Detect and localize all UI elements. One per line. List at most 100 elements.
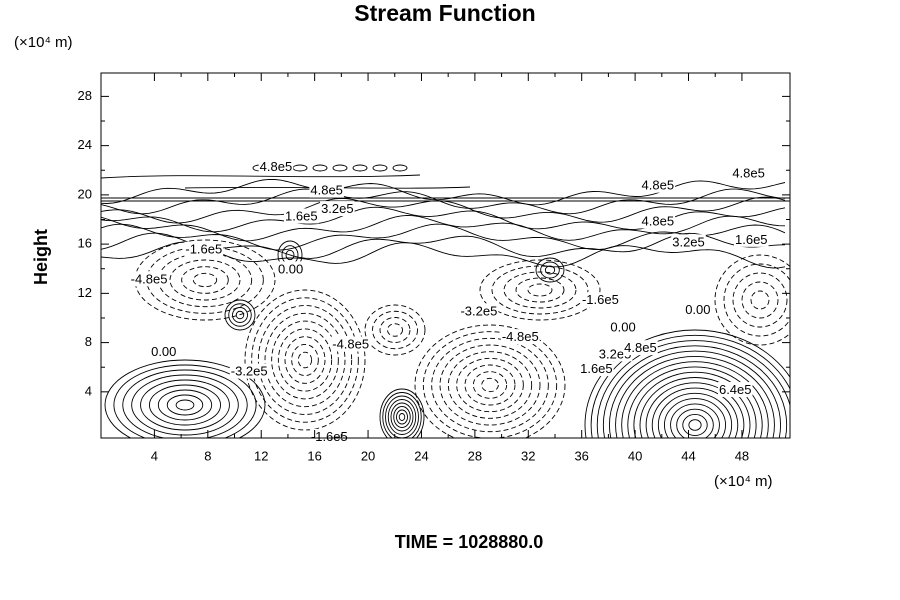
contour-line: [491, 265, 589, 315]
contour-label: 3.2e5: [321, 201, 354, 216]
y-tick-label: 28: [78, 88, 92, 103]
x-tick-label: 28: [468, 448, 482, 463]
contour-label-bg: [309, 182, 344, 198]
contour-line: [392, 164, 408, 172]
contour-line: [379, 388, 425, 438]
contour-line: [515, 277, 565, 303]
contour-line: [596, 340, 790, 438]
contour-label: 1.6e5: [580, 361, 613, 376]
contour-label-bg: [500, 329, 540, 345]
contour-line: [621, 361, 769, 438]
contour-line: [540, 261, 560, 279]
y-tick-label: 24: [78, 137, 92, 152]
contour-line: [615, 355, 775, 438]
contour-line: [472, 371, 508, 399]
contour-label-bg: [309, 428, 349, 444]
contour-line: [481, 377, 499, 393]
x-tick-label: 36: [574, 448, 588, 463]
contour-line: [639, 377, 751, 438]
contour-line: [297, 351, 313, 369]
contour-line: [627, 366, 763, 438]
contour-line: [390, 402, 414, 432]
contour-label-bg: [640, 177, 676, 193]
contour-label: 4.8e5: [732, 165, 765, 180]
contour-line: [447, 351, 533, 419]
contour-label-bg: [184, 241, 224, 257]
contour-label: 0.00: [278, 261, 303, 276]
contour-line: [670, 403, 720, 438]
contour-line: [101, 223, 786, 251]
contour-line: [590, 334, 790, 438]
plot-frame: [100, 72, 791, 439]
contour-label-bg: [459, 303, 499, 319]
contour-line: [104, 359, 266, 438]
contour-label: 0.00: [610, 319, 635, 334]
contour-label: -1.6e5: [582, 292, 619, 307]
contour-line: [527, 283, 553, 297]
contour-line: [657, 392, 733, 438]
contour-line: [157, 389, 213, 421]
contour-label: -3.2e5: [231, 364, 268, 379]
contour-label: -4.8e5: [131, 271, 168, 286]
contour-line: [396, 409, 408, 425]
contour-line: [352, 164, 368, 172]
contour-label: 3.2e5: [672, 234, 705, 249]
contour-line: [431, 337, 549, 433]
contour-line: [535, 257, 565, 283]
contour-line: [140, 379, 230, 431]
x-tick-label: 44: [681, 448, 695, 463]
contour-label: 4.8e5: [624, 340, 657, 355]
contour-label: -1.6e5: [311, 429, 348, 444]
contour-label-bg: [331, 336, 371, 352]
contour-line: [651, 387, 739, 438]
contour-line: [456, 357, 524, 413]
contour-line: [633, 371, 757, 438]
footer: TIME = 1028880.0: [395, 532, 544, 552]
contour-line: [439, 344, 541, 426]
contour-label-bg: [609, 319, 637, 335]
contour-line: [387, 323, 403, 337]
contour-line: [372, 164, 388, 172]
contour-label-bg: [276, 261, 305, 277]
contour-line: [732, 272, 788, 328]
contour-label-bg: [129, 271, 169, 287]
contour-line: [122, 369, 248, 438]
contour-label-bg: [623, 340, 658, 356]
contour-label-bg: [229, 363, 269, 379]
contour-line: [544, 265, 556, 275]
contour-line: [382, 392, 422, 438]
contour-label-bg: [580, 292, 620, 308]
contour-line: [664, 398, 726, 438]
contour-line: [503, 271, 577, 309]
contour-label-bg: [717, 382, 753, 398]
contour-label: 1.6e5: [735, 232, 768, 247]
contour-line: [235, 310, 245, 320]
contour-label: 1.6e5: [285, 208, 318, 223]
contour-line: [750, 290, 770, 310]
x-tick-label: 8: [204, 448, 211, 463]
contour-label-bg: [731, 165, 766, 181]
contour-line: [134, 239, 276, 321]
contour-label-bg: [671, 234, 706, 250]
contour-label: 0.00: [685, 302, 710, 317]
contour-line: [609, 350, 781, 438]
contour-label: -3.2e5: [460, 303, 497, 318]
contour-line: [688, 419, 702, 431]
x-unit: (×10⁴ m): [714, 473, 773, 490]
y-tick-label: 16: [78, 236, 92, 251]
contour-label: 4.8e5: [642, 178, 675, 193]
contour-line: [157, 252, 253, 308]
y-tick-label: 12: [78, 285, 92, 300]
y-axis-label: Height: [31, 229, 51, 285]
contour-label-bg: [579, 361, 614, 377]
contour-label: -4.8e5: [502, 329, 539, 344]
contour-line: [175, 399, 195, 411]
contour-line: [169, 259, 241, 301]
x-tick-label: 40: [628, 448, 642, 463]
contour-line: [251, 297, 359, 423]
x-tick-label: 48: [735, 448, 749, 463]
contour-line: [645, 382, 745, 438]
chart-title: Stream Function: [354, 0, 535, 26]
contour-labels: 4.8e54.8e53.2e51.6e5-1.6e50.00-4.8e50.00…: [129, 159, 769, 444]
